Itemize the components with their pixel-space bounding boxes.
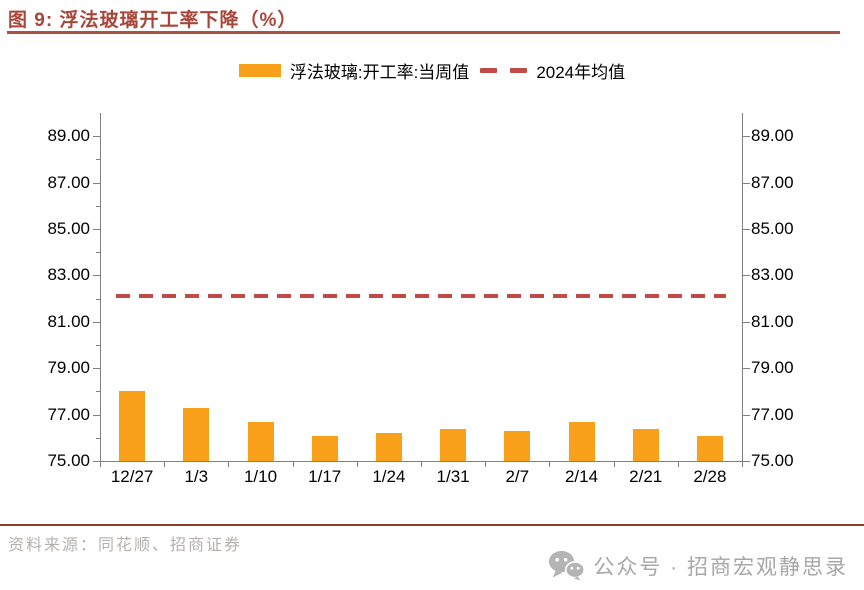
source-text: 资料来源：同花顺、招商证券 xyxy=(8,537,243,554)
wechat-badge: 公众号 · 招商宏观静思录 xyxy=(548,550,848,581)
y-minor-tick-mark xyxy=(96,345,100,346)
x-tick-mark xyxy=(677,461,679,467)
y-minor-tick-mark xyxy=(96,391,100,392)
wechat-icon xyxy=(549,550,586,581)
y-tick-label-right: 75.00 xyxy=(751,451,794,470)
y-tick-label-right: 89.00 xyxy=(751,126,794,145)
y-tick-label-left: 85.00 xyxy=(47,219,90,238)
chart-plot-area: 75.00 75.00 77.00 77.00 79.00 79.00 81.00 81.00… xyxy=(47,113,794,486)
legend-bar-swatch-icon xyxy=(238,63,281,77)
y-tick-mark-right xyxy=(743,461,750,462)
y-tick-mark-left xyxy=(93,183,100,184)
x-axis-label: 1/31 xyxy=(436,467,470,486)
x-axis-label: 2/28 xyxy=(693,467,727,486)
y-tick-label-left: 79.00 xyxy=(47,358,90,377)
bar xyxy=(183,407,210,461)
x-tick-mark xyxy=(485,461,487,467)
wechat-label: 公众号 · 招商宏观静思录 xyxy=(593,555,848,579)
bar xyxy=(632,428,659,461)
bar xyxy=(247,421,274,461)
y-tick-label-left: 81.00 xyxy=(47,312,90,331)
y-tick-mark-left xyxy=(93,275,100,276)
y-tick-label-left: 89.00 xyxy=(47,126,90,145)
y-tick-label-right: 79.00 xyxy=(751,358,794,377)
x-tick-mark xyxy=(742,461,743,467)
y-axis-right xyxy=(742,113,743,462)
y-tick-mark-right xyxy=(743,183,750,184)
y-tick-label-left: 75.00 xyxy=(47,451,90,470)
chart-legend: 浮法玻璃:开工率:当周值 2024年均值 xyxy=(0,56,864,84)
y-tick-label-left: 87.00 xyxy=(47,173,90,192)
y-tick-mark-left xyxy=(93,229,100,230)
y-tick-label-right: 83.00 xyxy=(751,265,794,284)
y-tick-mark-right xyxy=(743,229,750,230)
y-tick-mark-left xyxy=(93,136,100,137)
bar xyxy=(311,435,338,461)
x-axis-label: 2/7 xyxy=(505,467,530,486)
x-tick-mark xyxy=(549,461,551,467)
x-tick-mark xyxy=(100,461,101,467)
title-underline xyxy=(7,31,840,34)
y-tick-mark-right xyxy=(743,136,750,137)
bar xyxy=(375,433,402,461)
x-tick-mark xyxy=(228,461,230,467)
legend-dashed-line-icon xyxy=(480,67,528,73)
bar xyxy=(119,391,146,461)
y-tick-mark-left xyxy=(93,415,100,416)
y-axis-left xyxy=(100,113,101,462)
page-title: 图 9: 浮法玻璃开工率下降（%） xyxy=(8,10,298,31)
bar xyxy=(568,421,595,461)
y-tick-mark-left xyxy=(93,368,100,369)
x-tick-mark xyxy=(613,461,615,467)
x-axis-label: 2/14 xyxy=(564,467,599,486)
bar xyxy=(696,435,723,461)
y-tick-label-right: 87.00 xyxy=(751,173,794,192)
x-tick-mark xyxy=(164,461,166,467)
y-minor-tick-mark xyxy=(96,159,100,160)
y-tick-mark-left xyxy=(93,322,100,323)
x-axis-label: 1/3 xyxy=(184,467,209,486)
footer-divider xyxy=(0,524,864,526)
y-tick-mark-right xyxy=(743,275,750,276)
x-axis-label: 12/27 xyxy=(110,467,154,486)
y-tick-label-right: 77.00 xyxy=(751,405,794,424)
x-axis-label: 1/10 xyxy=(243,467,278,486)
legend-bar-label: 浮法玻璃:开工率:当周值 xyxy=(289,62,470,82)
x-axis-label: 1/24 xyxy=(372,467,406,486)
y-tick-mark-right xyxy=(743,415,750,416)
average-line xyxy=(116,294,726,299)
y-minor-tick-mark xyxy=(96,438,100,439)
y-tick-label-right: 81.00 xyxy=(751,312,794,331)
y-tick-label-left: 83.00 xyxy=(47,265,90,284)
bar xyxy=(440,428,467,461)
y-tick-label-left: 77.00 xyxy=(47,405,90,424)
y-tick-mark-right xyxy=(743,368,750,369)
x-tick-mark xyxy=(356,461,358,467)
x-tick-mark xyxy=(421,461,422,467)
x-tick-mark xyxy=(292,461,294,467)
y-tick-label-right: 85.00 xyxy=(751,219,794,238)
y-minor-tick-mark xyxy=(96,252,100,253)
y-minor-tick-mark xyxy=(96,299,100,300)
x-axis-label: 1/17 xyxy=(308,467,342,486)
x-axis-label: 2/21 xyxy=(629,467,663,486)
y-tick-mark-right xyxy=(743,322,750,323)
y-minor-tick-mark xyxy=(96,206,100,207)
legend-line-label: 2024年均值 xyxy=(536,62,626,82)
y-tick-mark-left xyxy=(93,461,100,462)
dash-icon xyxy=(510,67,528,73)
dash-icon xyxy=(480,67,498,73)
bar xyxy=(504,430,531,461)
